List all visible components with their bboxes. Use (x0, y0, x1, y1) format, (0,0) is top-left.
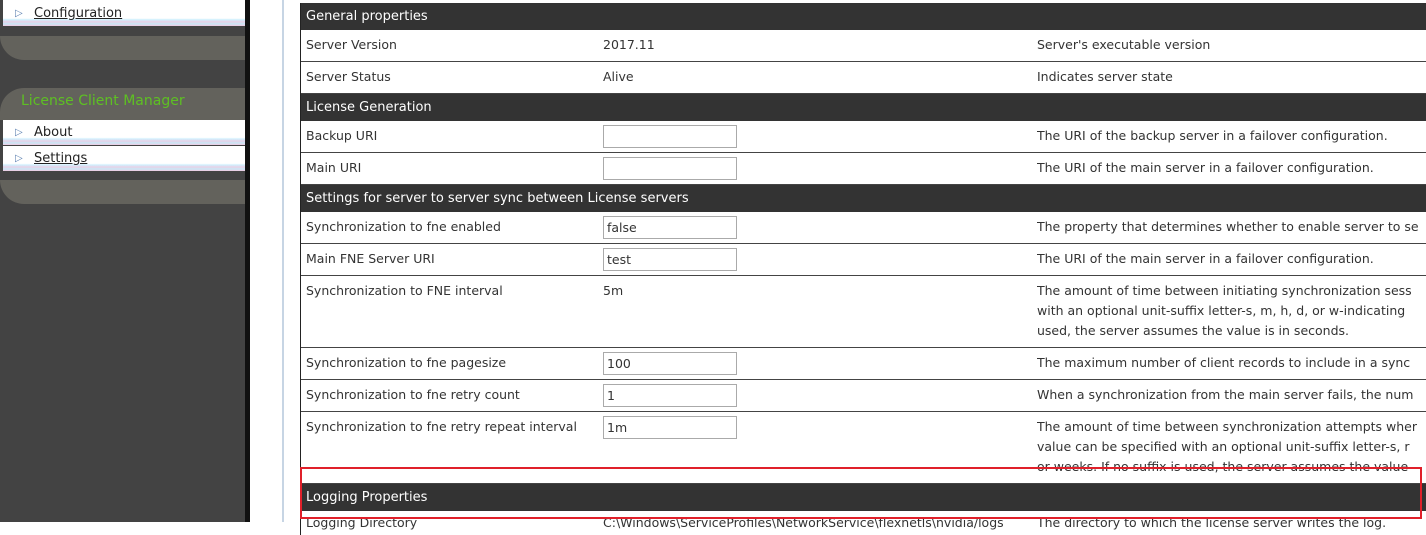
description-line: Indicates server state (1037, 69, 1173, 84)
chevron-right-icon: ▷ (15, 127, 23, 138)
property-description: The maximum number of client records to … (1037, 353, 1426, 373)
sidebar-item-configuration[interactable]: ▷ Configuration (3, 0, 245, 26)
property-label: Synchronization to fne retry count (306, 387, 520, 402)
main-uri-input[interactable] (603, 157, 737, 180)
section-header-general-properties: General properties (301, 3, 1426, 30)
divider (282, 0, 284, 522)
chevron-right-icon: ▷ (15, 153, 23, 164)
property-row-synchronization-to-fne-interval: Synchronization to FNE interval 5m The amo… (301, 276, 1426, 348)
property-value: 5m (603, 283, 624, 298)
sidebar-border (245, 0, 250, 522)
sidebar-item-settings[interactable]: ▷ Settings (3, 146, 245, 171)
description-line: The maximum number of client records to … (1037, 355, 1411, 370)
description-line: with an optional unit-suffix letter-s, m… (1037, 303, 1406, 318)
property-label: Synchronization to fne enabled (306, 219, 501, 234)
property-row-server-status: Server Status Alive Indicates server state (301, 62, 1426, 94)
property-row-main-fne-server-uri: Main FNE Server URI The URI of the main s… (301, 244, 1426, 276)
client-manager-title: License Client Manager (21, 93, 185, 109)
property-label: Logging Directory (306, 515, 418, 530)
section-title: License Generation (306, 100, 432, 115)
description-line: or weeks. If no suffix is used, the serv… (1037, 459, 1409, 474)
property-description: The URI of the main server in a failover… (1037, 158, 1426, 178)
property-label: Main FNE Server URI (306, 251, 435, 266)
property-label: Server Status (306, 69, 391, 84)
property-row-synchronization-to-fne-retry-count: Synchronization to fne retry count When a… (301, 380, 1426, 412)
main-fne-server-uri-input[interactable] (603, 248, 737, 271)
property-label: Main URI (306, 160, 362, 175)
description-line: used, the server assumes the value is in… (1037, 323, 1349, 338)
property-value: 2017.11 (603, 37, 655, 52)
property-value: C:\Windows\ServiceProfiles\NetworkServic… (603, 515, 1004, 530)
property-value: Alive (603, 69, 634, 84)
property-label: Server Version (306, 37, 397, 52)
property-row-main-uri: Main URI The URI of the main server in a … (301, 153, 1426, 185)
description-line: The URI of the backup server in a failov… (1037, 128, 1388, 143)
sidebar-item-label: Configuration (34, 5, 123, 21)
property-description: The directory to which the license serve… (1037, 513, 1426, 533)
synchronization-to-fne-pagesize-input[interactable] (603, 352, 737, 375)
property-description: The amount of time between synchronizati… (1037, 417, 1426, 477)
description-line: The amount of time between synchronizati… (1037, 419, 1417, 434)
sidebar-item-label: Settings (34, 151, 88, 166)
description-line: The URI of the main server in a failover… (1037, 160, 1374, 175)
description-line: The URI of the main server in a failover… (1037, 251, 1374, 266)
property-label: Synchronization to fne pagesize (306, 355, 507, 370)
property-label: Synchronization to FNE interval (306, 283, 503, 298)
client-manager-panel-header (0, 88, 245, 120)
description-line: Server's executable version (1037, 37, 1211, 52)
property-row-logging-directory: Logging Directory C:\Windows\ServiceProfi… (301, 511, 1426, 535)
description-line: The property that determines whether to … (1037, 219, 1419, 234)
property-description: The amount of time between initiating sy… (1037, 281, 1426, 341)
property-row-synchronization-to-fne-pagesize: Synchronization to fne pagesize The maxim… (301, 348, 1426, 380)
property-row-synchronization-to-fne-enabled: Synchronization to fne enabled The proper… (301, 212, 1426, 244)
description-line: When a synchronization from the main ser… (1037, 387, 1414, 402)
synchronization-to-fne-enabled-input[interactable] (603, 216, 737, 239)
property-description: Indicates server state (1037, 67, 1426, 87)
description-line: The directory to which the license serve… (1037, 515, 1387, 530)
section-header-license-generation: License Generation (301, 94, 1426, 121)
property-row-synchronization-to-fne-retry-repeat-interval: Synchronization to fne retry repeat inte… (301, 412, 1426, 484)
chevron-right-icon: ▷ (15, 7, 23, 19)
backup-uri-input[interactable] (603, 125, 737, 148)
sidebar-panel-footer (0, 36, 245, 60)
sidebar-item-label: About (34, 125, 73, 140)
property-description: The URI of the backup server in a failov… (1037, 126, 1426, 146)
section-header-logging-properties: Logging Properties (301, 484, 1426, 511)
section-header-settings-for-server-to-server-sync-between-license-servers: Settings for server to server sync betwe… (301, 185, 1426, 212)
section-title: Logging Properties (306, 490, 428, 505)
synchronization-to-fne-retry-count-input[interactable] (603, 384, 737, 407)
sidebar: ▷ Configuration License Client Manager ▷… (0, 0, 245, 522)
section-title: Settings for server to server sync betwe… (306, 191, 689, 206)
property-description: The property that determines whether to … (1037, 217, 1426, 237)
property-description: The URI of the main server in a failover… (1037, 249, 1426, 269)
description-line: The amount of time between initiating sy… (1037, 283, 1412, 298)
sidebar-item-about[interactable]: ▷ About (3, 120, 245, 145)
synchronization-to-fne-retry-repeat-interval-input[interactable] (603, 416, 737, 439)
property-description: Server's executable version (1037, 35, 1426, 55)
description-line: value can be specified with an optional … (1037, 439, 1410, 454)
property-label: Synchronization to fne retry repeat inte… (306, 419, 577, 434)
section-title: General properties (306, 9, 428, 24)
property-description: When a synchronization from the main ser… (1037, 385, 1426, 405)
sidebar-panel-footer (0, 180, 245, 204)
properties-table: General properties Server Version 2017.11 S… (300, 3, 1426, 535)
property-row-backup-uri: Backup URI The URI of the backup server i… (301, 121, 1426, 153)
property-row-server-version: Server Version 2017.11 Server's executable… (301, 30, 1426, 62)
property-label: Backup URI (306, 128, 378, 143)
